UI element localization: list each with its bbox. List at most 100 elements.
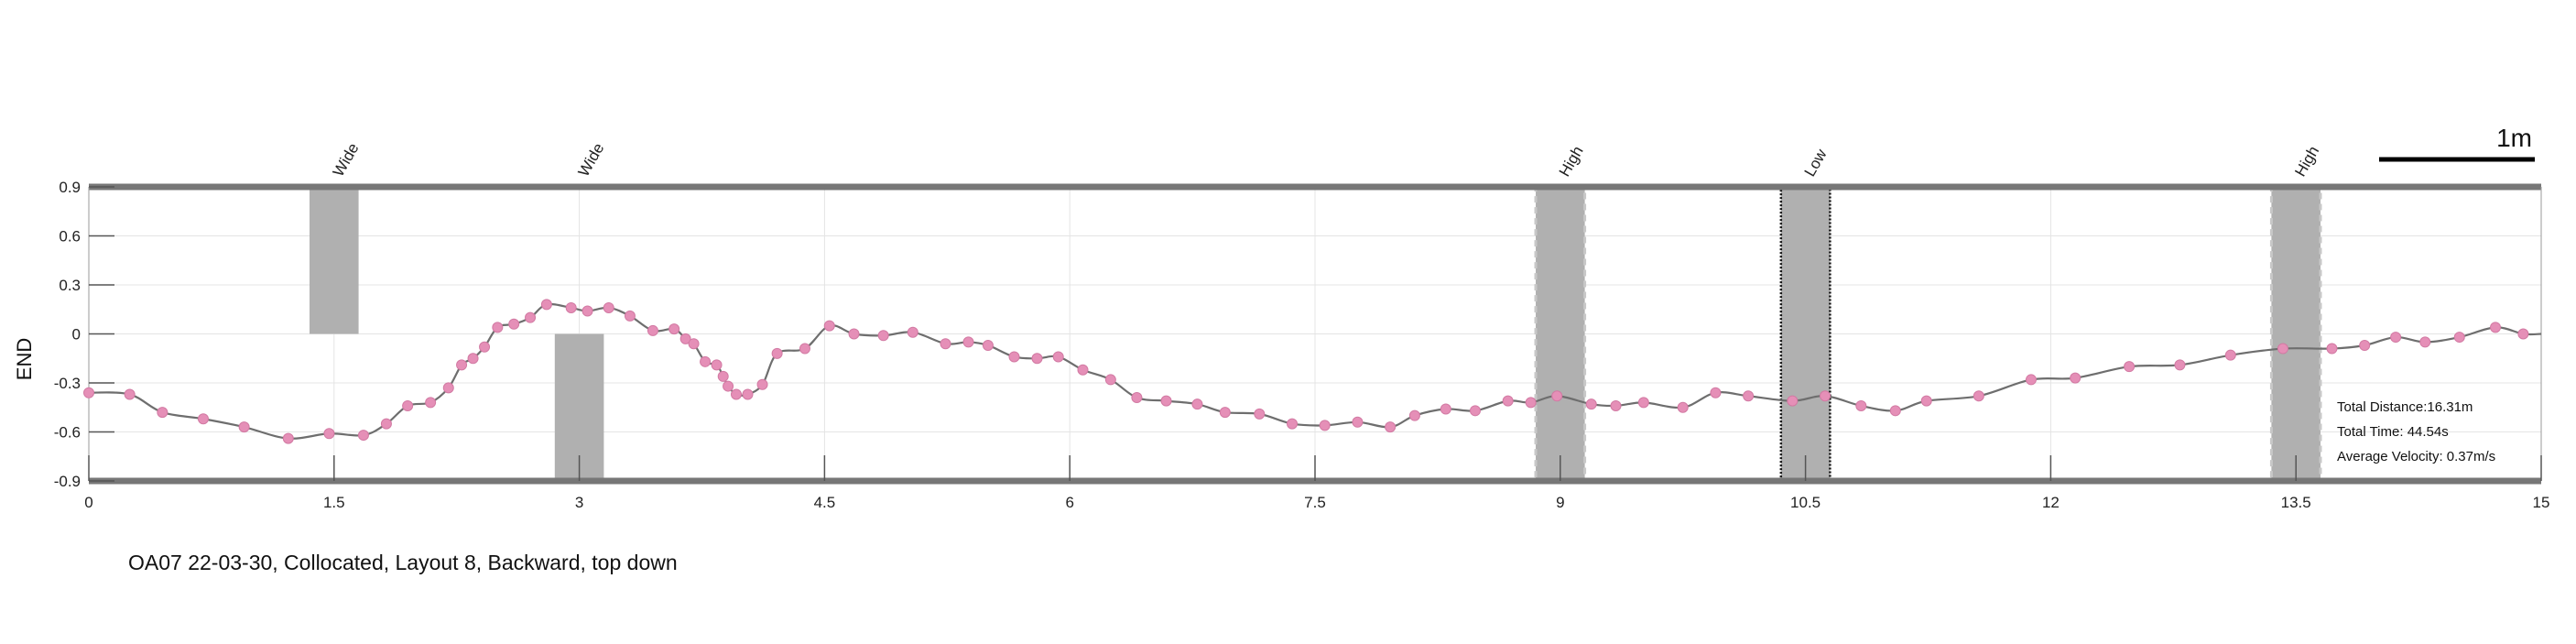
trajectory-point — [668, 323, 680, 335]
trajectory-point — [711, 359, 723, 371]
trajectory-point — [1637, 397, 1649, 409]
y-axis: 0.9 0.6 0.3 0 -0.3 -0.6 -0.9 — [54, 179, 114, 490]
trajectory-point — [282, 432, 294, 444]
trajectory-point — [2174, 359, 2186, 371]
trajectory-point — [582, 305, 593, 317]
obstacle-high — [1534, 185, 1587, 483]
trajectory-point — [742, 388, 754, 400]
trajectory-point — [717, 370, 729, 382]
x-tick-label: 1.5 — [323, 494, 345, 511]
obstacle-wide — [310, 187, 359, 334]
trajectory-point — [1160, 395, 1172, 407]
trajectory-point — [1104, 374, 1116, 386]
trajectory-point — [525, 311, 537, 323]
trajectory-point — [479, 341, 491, 353]
trajectory-point — [2453, 332, 2465, 344]
trajectory-point — [1052, 351, 1064, 363]
x-axis: 0 1.5 3 4.5 6 7.5 9 10.5 12 13.5 15 — [84, 455, 2549, 511]
trajectory-point — [1440, 403, 1451, 415]
obstacle-labels: Wide Wide High Low High — [330, 140, 2322, 180]
trajectory-point — [1551, 390, 1563, 402]
trajectory-point — [1820, 390, 1831, 402]
obstacle-label: Wide — [575, 140, 608, 180]
trajectory-point — [197, 413, 209, 425]
trajectory-point — [323, 428, 335, 440]
trajectory-point — [940, 338, 951, 350]
y-tick-label: -0.3 — [54, 375, 81, 392]
trajectory-point — [756, 378, 768, 390]
trajectory-point — [2359, 339, 2371, 351]
stat-total-time: Total Time: 44.54s — [2337, 424, 2449, 440]
trajectory-point — [1319, 420, 1331, 431]
trajectory-point — [603, 301, 614, 313]
trajectory-point — [1610, 399, 1622, 411]
trajectory-point — [508, 318, 520, 330]
stats-box: Total Distance:16.31m Total Time: 44.54s… — [2337, 399, 2495, 464]
trajectory-point — [456, 359, 468, 371]
trajectory-point — [2326, 343, 2338, 355]
trajectory-point — [1585, 398, 1597, 410]
trajectory-point — [1385, 421, 1397, 433]
obstacle-label: High — [1556, 143, 1587, 180]
obstacle-low — [1779, 185, 1831, 483]
x-tick-label: 0 — [84, 494, 92, 511]
trajectory-point — [425, 397, 437, 409]
y-tick-label: -0.9 — [54, 473, 81, 490]
trajectory-point — [907, 326, 918, 338]
trajectory-point — [723, 380, 734, 392]
trajectory-point — [1352, 416, 1364, 428]
trajectory-point — [1191, 398, 1203, 410]
trajectory-point — [124, 388, 136, 400]
y-tick-label: 0.3 — [59, 277, 81, 294]
trajectory-point — [1469, 405, 1481, 417]
trajectory-point — [2124, 361, 2136, 373]
trajectory-point — [565, 301, 577, 313]
obstacle-high — [2269, 185, 2322, 483]
obstacle-label: Wide — [330, 140, 363, 180]
trajectory-point — [1131, 392, 1143, 404]
scale-bar-label: 1m — [2496, 124, 2532, 152]
trajectory-point — [679, 333, 691, 344]
trajectory-point — [1743, 390, 1755, 402]
x-tick-label: 9 — [1556, 494, 1564, 511]
obstacle-label: Low — [1801, 146, 1831, 180]
trajectory-point — [492, 322, 504, 333]
trajectory-point — [1077, 364, 1089, 376]
y-tick-label: -0.6 — [54, 424, 81, 442]
y-axis-label: END — [13, 338, 36, 380]
x-tick-label: 10.5 — [1790, 494, 1821, 511]
trajectory-point — [624, 310, 636, 322]
figure-caption: OA07 22-03-30, Collocated, Layout 8, Bac… — [128, 551, 678, 574]
trajectory-point — [402, 399, 414, 411]
scale-bar: 1m — [2379, 124, 2535, 162]
trajectory-point — [799, 343, 810, 355]
trajectory-point — [380, 418, 392, 430]
trajectory-point — [238, 421, 250, 433]
trajectory-point — [1855, 399, 1867, 411]
trajectory-point — [2490, 322, 2502, 333]
trajectory-point — [1008, 351, 1020, 363]
trajectory-point — [1525, 397, 1537, 409]
trajectory-point — [157, 407, 168, 419]
trajectory-point — [688, 338, 700, 350]
trajectory-point — [1973, 390, 1984, 402]
trajectory-point — [877, 330, 889, 342]
y-tick-label: 0 — [72, 326, 81, 344]
trajectory-point — [2390, 332, 2402, 344]
trajectory-points — [83, 299, 2529, 444]
x-tick-label: 13.5 — [2281, 494, 2311, 511]
y-tick-label: 0.9 — [59, 179, 81, 196]
x-tick-label: 12 — [2042, 494, 2060, 511]
trajectory-point — [647, 324, 658, 336]
trajectory-point — [730, 388, 742, 400]
trajectory-point — [771, 347, 783, 359]
y-tick-label: 0.6 — [59, 228, 81, 246]
x-tick-label: 3 — [575, 494, 583, 511]
stat-total-distance: Total Distance:16.31m — [2337, 399, 2473, 415]
trajectory-point — [1920, 395, 1932, 407]
trajectory-point — [1787, 395, 1799, 407]
trajectory-point — [848, 328, 860, 340]
trajectory-point — [1219, 407, 1231, 419]
x-tick-label: 15 — [2533, 494, 2550, 511]
